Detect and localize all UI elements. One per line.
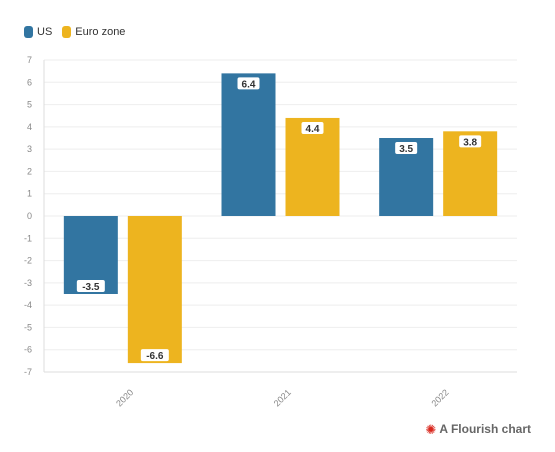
data-label: 3.5	[399, 144, 413, 155]
x-tick-label: 2021	[272, 387, 293, 408]
data-label: 6.4	[242, 79, 256, 90]
data-label-bg	[140, 349, 169, 362]
data-label-bg	[237, 77, 260, 90]
y-tick-label: 7	[27, 55, 32, 65]
y-tick-label: -4	[24, 300, 32, 310]
legend-label: US	[37, 26, 53, 38]
y-tick-label: 0	[27, 211, 32, 221]
flourish-credit-link[interactable]: ✺ A Flourish chart	[426, 422, 531, 436]
flourish-burst-icon: ✺	[425, 421, 437, 437]
y-tick-label: -7	[24, 367, 32, 377]
x-tick-label: 2020	[114, 387, 135, 408]
legend-swatch	[62, 26, 72, 38]
data-label-bg	[76, 280, 105, 292]
data-label: -3.5	[82, 282, 100, 293]
data-label-bg	[301, 121, 324, 134]
bar	[127, 216, 182, 364]
bar	[221, 73, 276, 216]
legend-item-0[interactable]: US	[24, 26, 52, 38]
y-tick-label: 1	[27, 189, 32, 199]
y-tick-label: -1	[24, 233, 32, 243]
flourish-credit-text: A Flourish chart	[439, 422, 531, 436]
y-tick-label: -6	[24, 345, 32, 355]
y-tick-label: 3	[27, 144, 32, 154]
y-tick-label: -2	[24, 256, 32, 266]
data-label: 4.4	[306, 124, 320, 135]
x-tick-label: 2022	[429, 387, 450, 408]
y-tick-label: -5	[24, 322, 32, 332]
data-label-bg	[395, 142, 418, 154]
y-tick-label: 6	[27, 77, 32, 87]
data-label: -6.6	[146, 351, 164, 362]
y-tick-label: -3	[24, 278, 32, 288]
y-tick-label: 2	[27, 166, 32, 176]
legend-item-1[interactable]: Euro zone	[62, 26, 125, 38]
bar	[285, 117, 340, 216]
legend: US Euro zone	[24, 26, 135, 38]
data-label: 3.8	[463, 137, 477, 148]
legend-label: Euro zone	[75, 26, 126, 38]
y-tick-label: 4	[27, 122, 32, 132]
legend-swatch	[24, 26, 33, 38]
y-tick-label: 5	[27, 100, 32, 110]
data-label-bg	[459, 135, 482, 148]
